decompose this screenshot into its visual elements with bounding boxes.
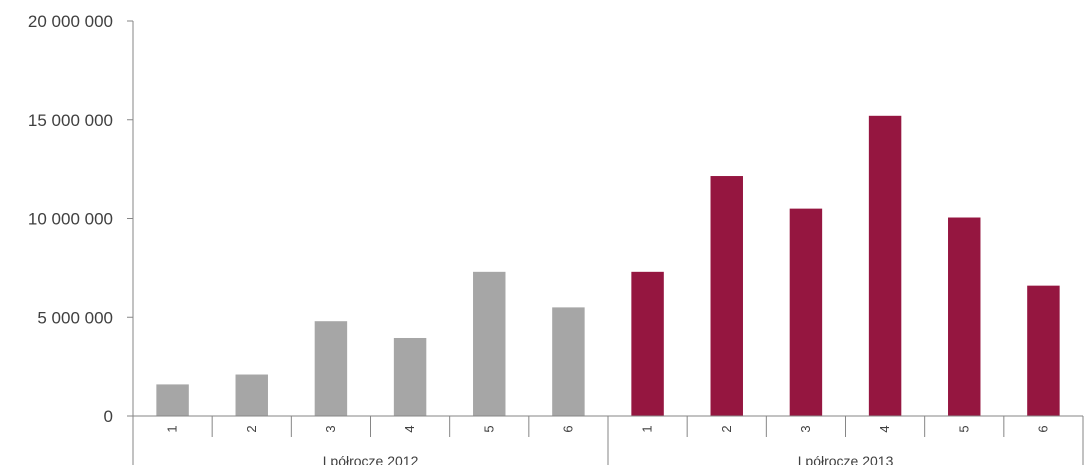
group-label: I półrocze 2012 [323,453,419,465]
x-tick-label: 6 [1035,425,1050,432]
x-tick-label: 6 [560,425,575,432]
bar [393,337,427,416]
x-tick-label: 4 [877,425,892,432]
bar [156,384,189,416]
x-tick-label: 3 [798,425,813,432]
group-label: I półrocze 2013 [798,453,894,465]
x-axis: 1 2 3 4 5 6 I półrocze 2012 1 2 3 4 5 6 I półrocze 20… [132,415,1084,465]
x-tick-label: 2 [244,425,259,432]
bar [631,271,664,416]
bar [473,271,506,416]
y-tick-label: 10 000 000 [28,210,113,229]
x-tick-label: 2 [719,425,734,432]
x-tick-label: 3 [323,425,338,432]
y-tick-label: 15 000 000 [28,111,113,130]
x-tick-label: 1 [165,425,180,432]
bar [314,321,348,416]
bar [868,115,902,417]
bar [710,176,743,416]
y-tick-label: 20 000 000 [28,12,113,31]
bar [1027,285,1060,416]
bar [948,217,981,416]
x-tick-label: 1 [640,425,655,432]
x-tick-label: 5 [481,425,496,432]
y-axis: 0 5 000 000 10 000 000 15 000 000 20 000 000 [28,12,134,465]
bar [789,208,823,416]
bar [552,307,585,416]
bar [235,374,268,416]
y-tick-label: 5 000 000 [37,308,113,327]
y-tick-label: 0 [104,407,113,426]
x-tick-label: 5 [956,425,971,432]
x-tick-label: 4 [402,425,417,432]
bars [156,115,1060,417]
